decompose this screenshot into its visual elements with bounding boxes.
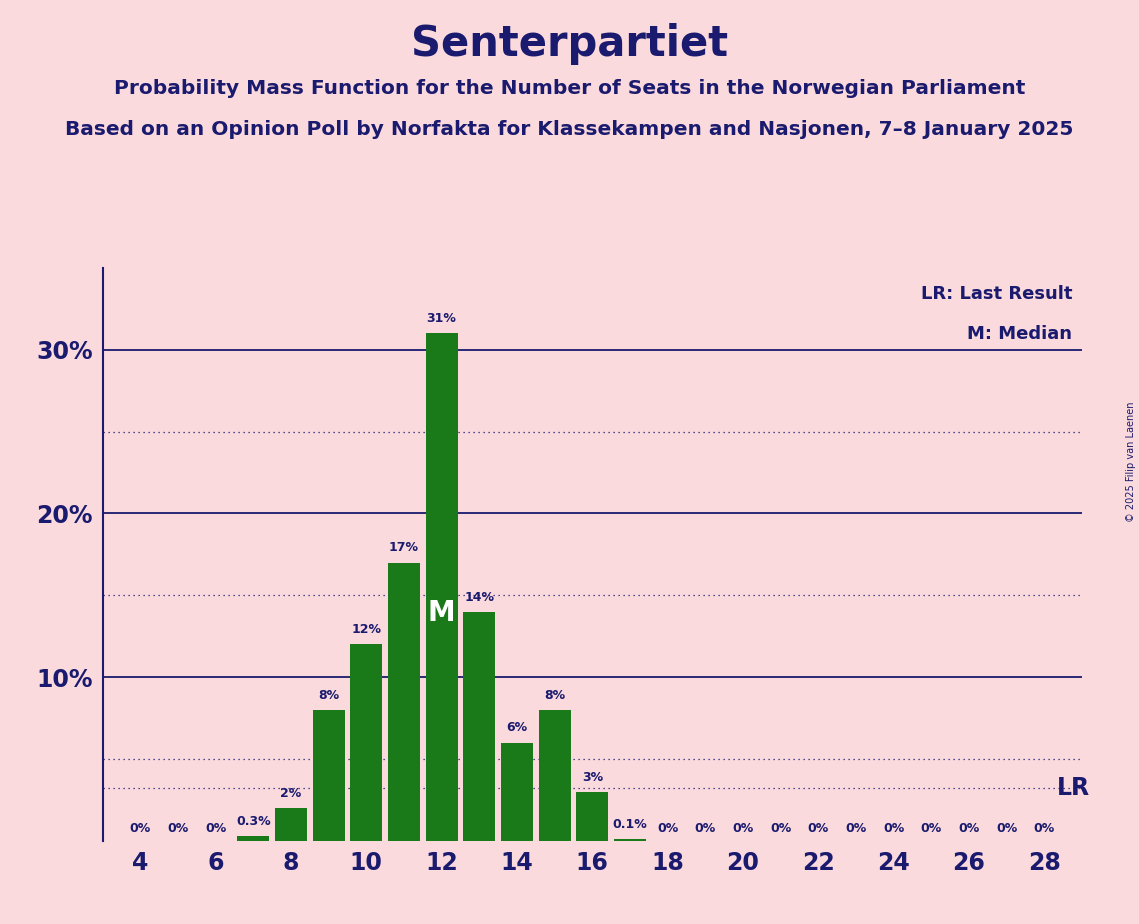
Text: © 2025 Filip van Laenen: © 2025 Filip van Laenen [1126, 402, 1136, 522]
Text: 0%: 0% [205, 822, 227, 835]
Text: 8%: 8% [318, 688, 339, 701]
Text: LR: Last Result: LR: Last Result [920, 286, 1072, 303]
Text: 0%: 0% [130, 822, 150, 835]
Text: 0%: 0% [732, 822, 754, 835]
Text: 31%: 31% [427, 312, 457, 325]
Text: 6%: 6% [507, 722, 527, 735]
Text: 0%: 0% [845, 822, 867, 835]
Text: Based on an Opinion Poll by Norfakta for Klassekampen and Nasjonen, 7–8 January : Based on an Opinion Poll by Norfakta for… [65, 120, 1074, 140]
Text: 0%: 0% [883, 822, 904, 835]
Text: 0%: 0% [808, 822, 829, 835]
Bar [539, 710, 571, 841]
Bar [576, 792, 608, 841]
Text: 12%: 12% [351, 624, 382, 637]
Text: 0%: 0% [657, 822, 678, 835]
Bar [464, 612, 495, 841]
Text: M: Median: M: Median [967, 325, 1072, 343]
Bar [614, 839, 646, 841]
Bar [274, 808, 306, 841]
Bar [501, 743, 533, 841]
Text: Senterpartiet: Senterpartiet [411, 23, 728, 65]
Text: 0.3%: 0.3% [236, 815, 271, 828]
Text: Probability Mass Function for the Number of Seats in the Norwegian Parliament: Probability Mass Function for the Number… [114, 79, 1025, 98]
Text: 3%: 3% [582, 771, 603, 784]
Text: 0%: 0% [997, 822, 1017, 835]
Text: 0%: 0% [167, 822, 188, 835]
Text: 17%: 17% [388, 541, 419, 554]
Text: 0%: 0% [695, 822, 716, 835]
Text: 2%: 2% [280, 787, 302, 800]
Text: 14%: 14% [465, 590, 494, 603]
Text: 0%: 0% [920, 822, 942, 835]
Bar [237, 836, 269, 841]
Text: 0%: 0% [770, 822, 792, 835]
Text: 0%: 0% [1034, 822, 1055, 835]
Text: 0.1%: 0.1% [613, 818, 647, 831]
Text: M: M [428, 599, 456, 626]
Text: 8%: 8% [544, 688, 565, 701]
Text: 0%: 0% [958, 822, 980, 835]
Text: LR: LR [1057, 776, 1090, 800]
Bar [388, 563, 420, 841]
Bar [350, 644, 383, 841]
Bar [312, 710, 345, 841]
Bar [426, 334, 458, 841]
